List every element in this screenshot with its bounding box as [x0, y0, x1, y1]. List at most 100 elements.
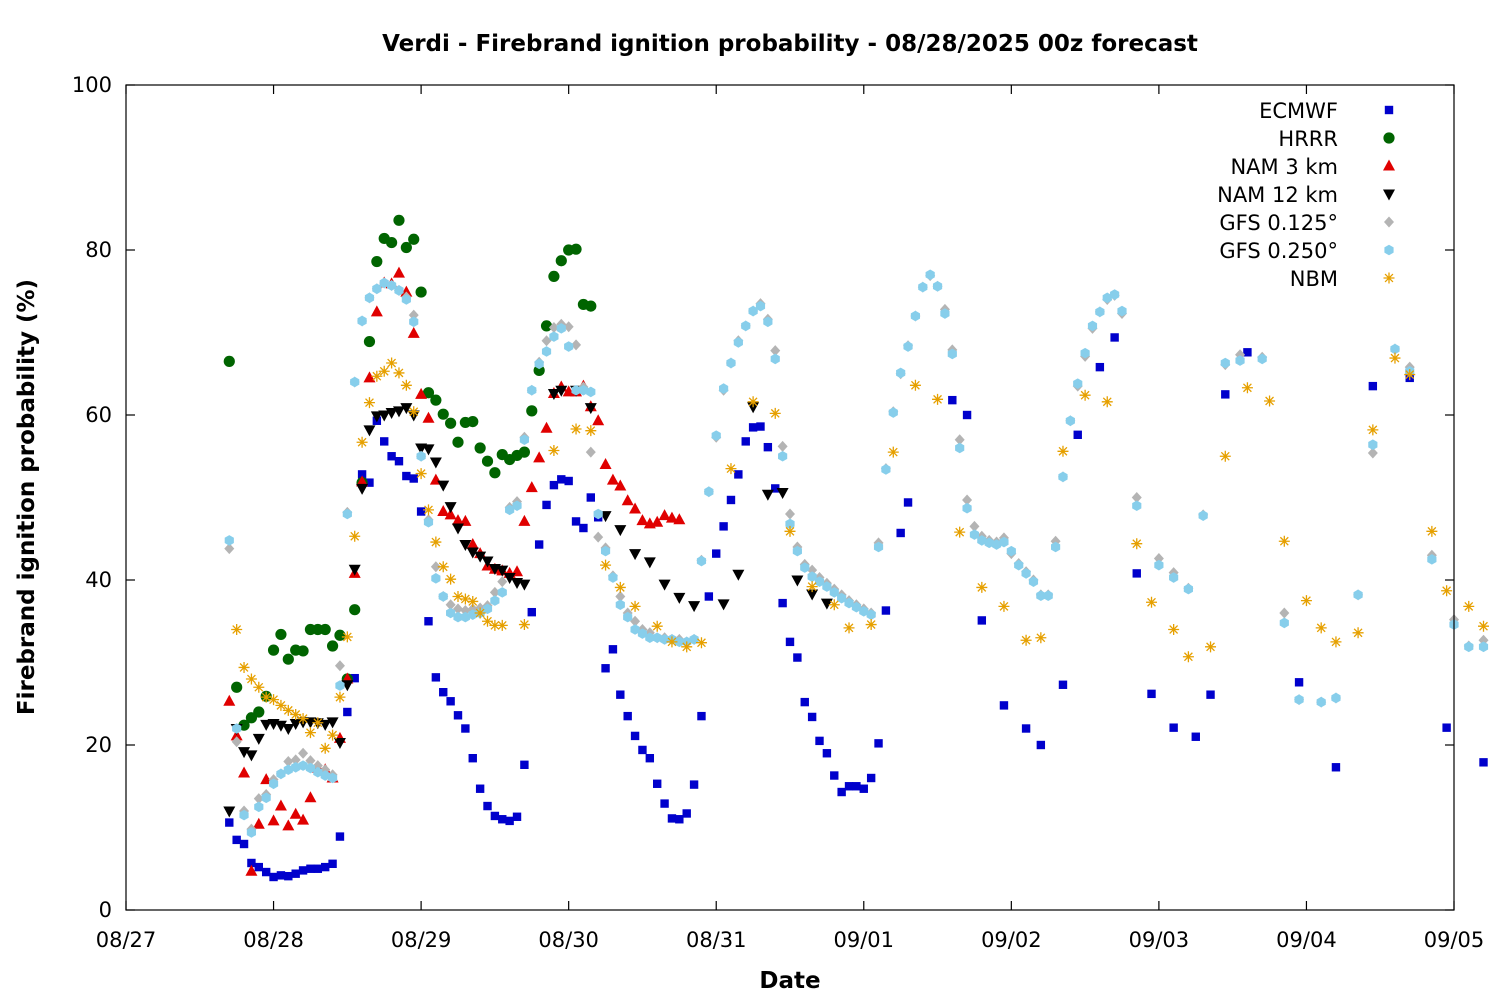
point-nbm: [747, 396, 759, 408]
point-nam-12-km: [614, 525, 627, 537]
point-nam-3-km: [267, 814, 280, 826]
point-ecmwf: [269, 872, 278, 882]
point-nam-12-km: [776, 488, 789, 500]
point-nbm: [415, 468, 427, 480]
series-nam-12-km: [223, 385, 833, 818]
point-gfs-0-250: [932, 281, 943, 292]
point-gfs-0-250: [1080, 347, 1090, 359]
point-gfs-0-250: [401, 294, 411, 305]
point-nbm: [349, 530, 361, 542]
point-nbm: [1057, 445, 1069, 457]
legend-marker: [1384, 244, 1394, 256]
point-gfs-0-250: [512, 500, 522, 512]
point-nbm: [1035, 632, 1047, 644]
legend-marker: [1383, 132, 1395, 144]
point-ecmwf: [254, 862, 263, 872]
point-nam-12-km: [643, 557, 656, 569]
point-nam-3-km: [614, 479, 627, 491]
point-ecmwf: [232, 835, 241, 845]
point-hrrr: [319, 623, 331, 636]
point-ecmwf: [807, 712, 817, 722]
point-gfs-0-250: [1036, 590, 1046, 601]
point-nbm: [341, 631, 353, 643]
point-gfs-0-250: [497, 587, 507, 598]
point-gfs-0-250: [851, 601, 861, 613]
legend-label: NAM 3 km: [1230, 155, 1338, 179]
point-gfs-0-250: [1058, 471, 1068, 483]
point-nbm: [371, 370, 383, 382]
point-nam-3-km: [452, 514, 464, 526]
point-ecmwf: [247, 858, 256, 868]
point-gfs-0-250: [556, 323, 566, 334]
point-nam-3-km: [466, 538, 479, 550]
point-nbm: [725, 463, 737, 475]
point-gfs-0-250: [313, 766, 323, 778]
axis-ticks: 08/27 08/28 08/29 08/30 08/31 09/01 09/02 09/03…: [72, 73, 1484, 952]
point-nam-3-km: [245, 864, 258, 876]
point-gfs-0-250: [814, 576, 825, 587]
point-ecmwf: [1073, 430, 1082, 439]
point-ecmwf: [261, 867, 271, 877]
point-gfs-0-250: [615, 599, 625, 611]
point-nam-12-km: [348, 564, 361, 576]
point-ecmwf: [343, 707, 352, 717]
point-nbm: [1389, 352, 1401, 364]
point-gfs-0-250: [268, 778, 279, 790]
point-nbm: [629, 600, 641, 612]
point-ecmwf: [505, 816, 514, 826]
point-gfs-0-250: [969, 529, 980, 540]
point-nbm: [1131, 538, 1143, 550]
point-ecmwf: [630, 731, 640, 741]
point-gfs-0-125: [962, 494, 973, 506]
point-ecmwf: [1368, 381, 1378, 391]
point-nam-12-km: [503, 573, 516, 585]
point-nam-3-km: [651, 515, 664, 527]
point-hrrr: [400, 241, 412, 254]
point-gfs-0-250: [741, 320, 751, 332]
point-hrrr: [548, 270, 560, 282]
point-nam-12-km: [252, 733, 265, 745]
point-gfs-0-250: [645, 632, 655, 644]
chart-title: Verdi - Firebrand ignition probability -…: [382, 31, 1198, 57]
point-ecmwf: [712, 549, 721, 558]
point-nbm: [998, 600, 1010, 612]
point-nbm: [865, 619, 877, 631]
point-hrrr: [445, 417, 457, 429]
point-hrrr: [393, 214, 405, 226]
point-nbm: [1367, 424, 1379, 436]
point-nam-12-km: [282, 724, 295, 735]
point-ecmwf: [225, 818, 234, 827]
point-ecmwf: [394, 457, 404, 466]
point-ecmwf: [1169, 723, 1178, 732]
point-nam-3-km: [407, 326, 420, 338]
point-ecmwf: [549, 480, 559, 490]
point-gfs-0-250: [409, 316, 419, 328]
point-gfs-0-250: [1235, 355, 1245, 366]
point-gfs-0-125: [430, 561, 441, 573]
point-nam-3-km: [621, 494, 634, 506]
point-nam-3-km: [422, 411, 435, 423]
point-ecmwf: [239, 839, 249, 849]
point-gfs-0-125: [770, 345, 781, 357]
point-gfs-0-250: [962, 502, 972, 514]
point-gfs-0-125: [785, 508, 795, 520]
point-ecmwf: [490, 811, 500, 821]
point-gfs-0-250: [232, 723, 242, 734]
point-hrrr: [253, 706, 265, 718]
point-gfs-0-250: [1279, 617, 1289, 629]
point-gfs-0-125: [571, 339, 582, 351]
point-gfs-0-250: [918, 281, 928, 293]
point-ecmwf: [771, 484, 780, 493]
point-nam-3-km: [392, 266, 405, 278]
point-hrrr: [267, 644, 280, 656]
point-ecmwf: [977, 616, 987, 625]
point-ecmwf: [1147, 689, 1156, 699]
plot-area-border: [125, 84, 1455, 911]
point-ecmwf: [1206, 690, 1215, 699]
point-nbm: [312, 717, 324, 729]
point-ecmwf: [1132, 569, 1141, 578]
x-tick-label: 09/02: [981, 928, 1042, 952]
point-nbm: [518, 619, 530, 631]
point-nbm: [681, 641, 693, 653]
point-gfs-0-250: [1257, 353, 1267, 365]
